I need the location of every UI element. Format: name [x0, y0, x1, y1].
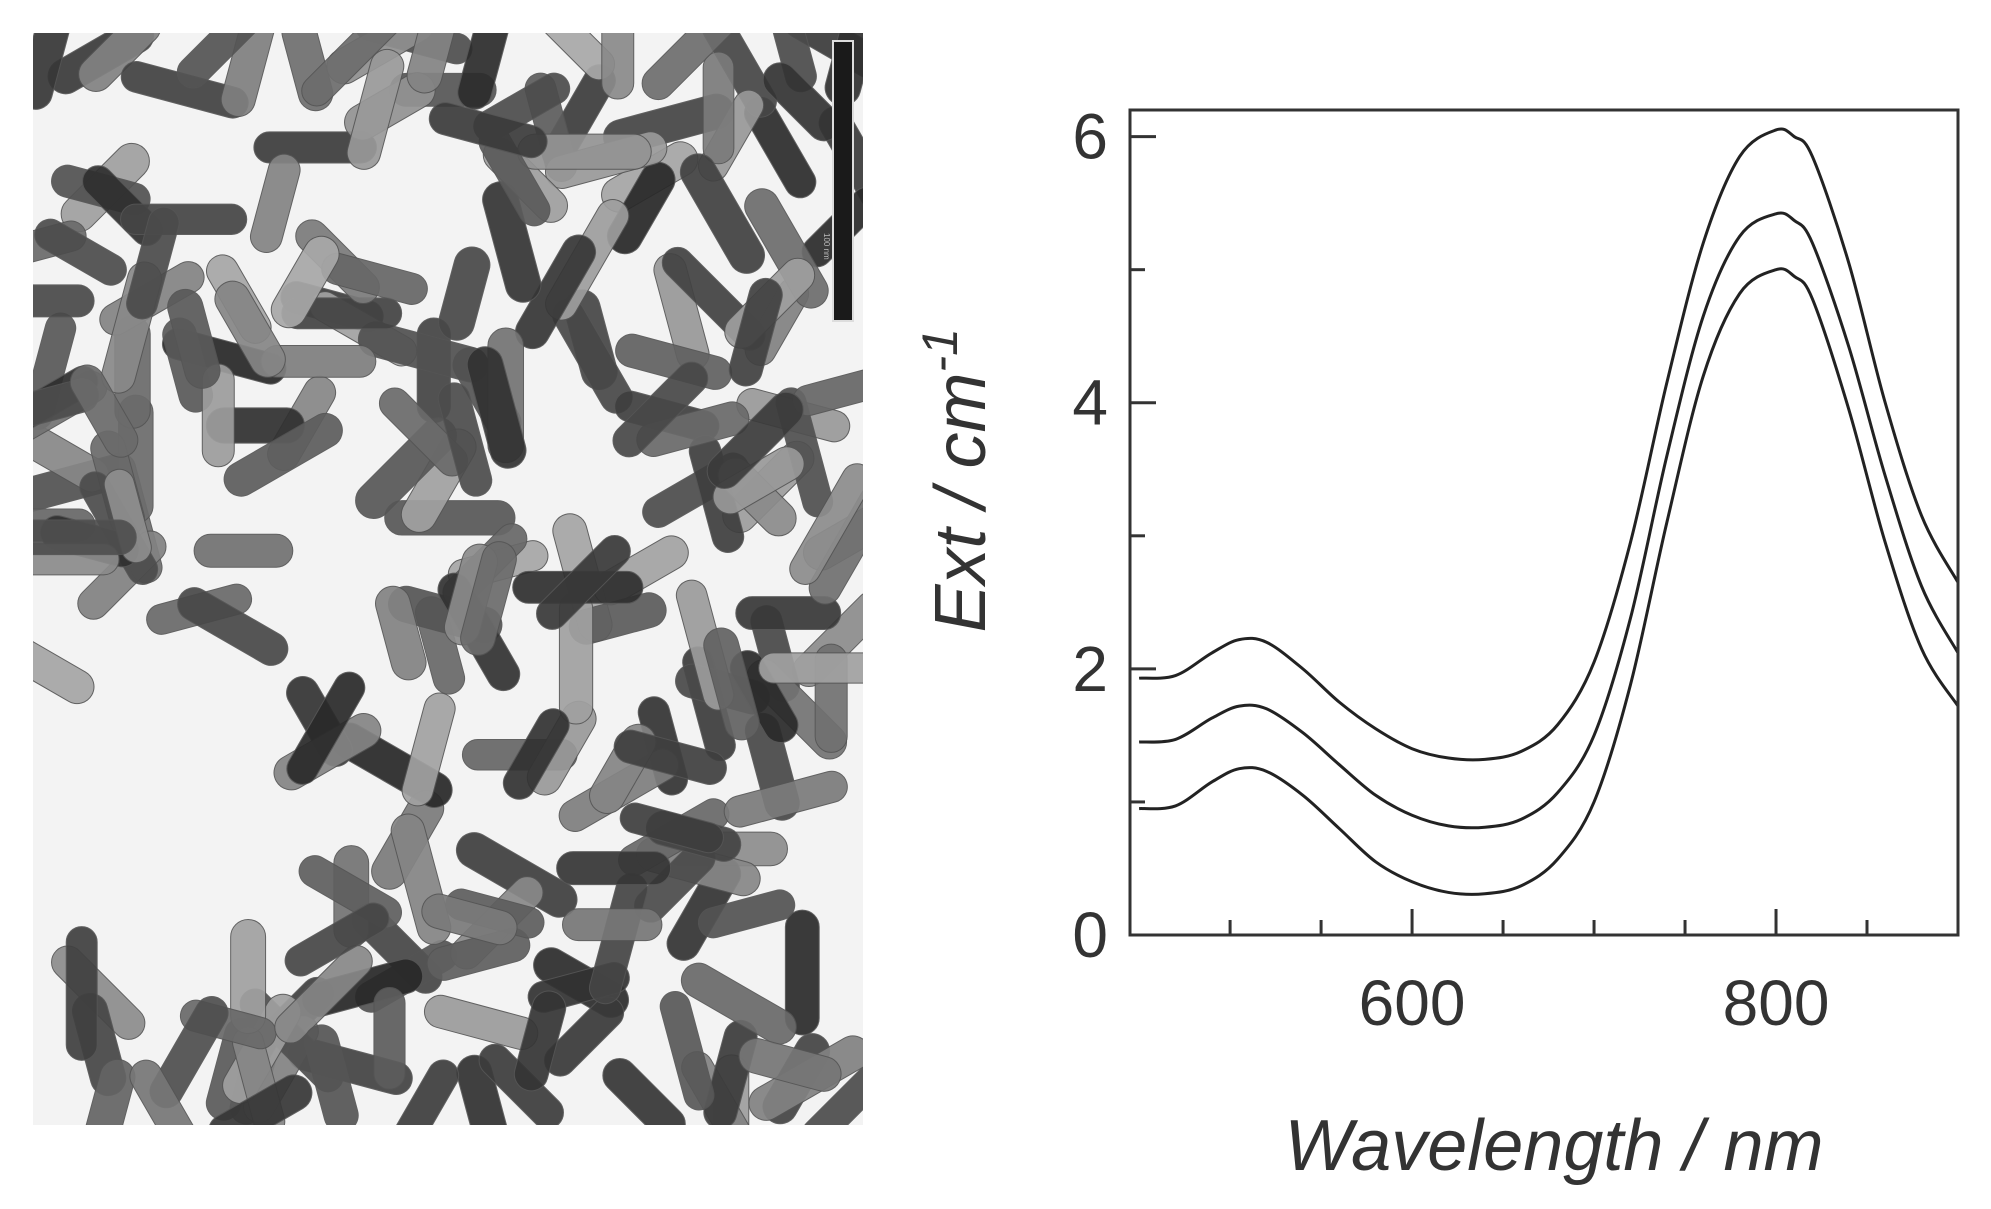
nanorod [33, 623, 95, 705]
nanorod [176, 33, 273, 89]
nanorod [33, 33, 72, 110]
nanorod [466, 346, 527, 469]
extinction-chart: 600 800 0 2 4 6 Wavelength / nm Ext / cm-1 [900, 0, 1991, 1209]
y-axis-title: Ext / cm-1 [912, 328, 1001, 632]
nanorod [375, 585, 427, 681]
nanorod [619, 802, 724, 854]
y-axis-title-group: Ext / cm-1 [912, 328, 1001, 632]
chart-svg: 600 800 0 2 4 6 Wavelength / nm Ext / cm-1 [912, 101, 1960, 1186]
nanorod [702, 51, 735, 165]
nanorod [789, 463, 863, 585]
x-axis-title: Wavelength / nm [1285, 1106, 1824, 1186]
y-tick-label: 0 [1072, 899, 1108, 971]
nanorod [680, 962, 797, 1045]
nanorod [421, 893, 518, 946]
nanorod [34, 218, 127, 286]
nanorod [126, 206, 180, 320]
nanorod [65, 926, 98, 1061]
nanorod [482, 181, 542, 303]
nanorod [679, 153, 766, 274]
y-tick-label: 4 [1072, 367, 1108, 439]
nanorod [612, 361, 709, 458]
nanorod [706, 391, 804, 490]
nanorod [613, 729, 727, 785]
nanorod [784, 909, 820, 1036]
nanorod [561, 908, 663, 942]
tick-labels: 600 800 0 2 4 6 [1072, 101, 1829, 1039]
scale-bar-label: 100 nm [822, 233, 831, 260]
x-tick-label: 800 [1723, 967, 1830, 1039]
nanorod [428, 102, 548, 159]
axis-ticks [1130, 135, 1869, 937]
nanorod [214, 280, 286, 378]
nanorod [33, 519, 137, 556]
nanorod [69, 364, 139, 458]
nanorod [301, 33, 407, 107]
nanorod [513, 990, 567, 1092]
nanorod [602, 1058, 686, 1125]
nanorod [207, 1074, 313, 1125]
nanorod [406, 33, 460, 94]
nanorod [129, 1059, 204, 1125]
nanorod [177, 587, 289, 666]
nanorod [284, 902, 390, 977]
nanorod [401, 692, 456, 807]
nanorod [556, 851, 672, 886]
nanorod [536, 534, 631, 630]
nanorod [193, 533, 294, 568]
nanorod [502, 708, 570, 800]
nanorod [641, 33, 742, 101]
nanorod [438, 246, 491, 341]
nanorod [249, 153, 301, 253]
nanorod [456, 1054, 515, 1125]
nanorod [728, 277, 783, 387]
nanorod [167, 288, 221, 389]
nanorod [460, 541, 517, 656]
nanorod [79, 1058, 136, 1125]
nanorod [723, 770, 848, 828]
nanorod [703, 627, 760, 741]
plot-frame [1128, 108, 1960, 937]
nanorod [33, 284, 95, 318]
y-tick-label: 6 [1072, 101, 1108, 173]
series-line-1 [1138, 127, 1960, 762]
nanorod [697, 889, 796, 939]
y-axis-title-main: Ext / cm [921, 372, 1001, 632]
nanorod [659, 990, 715, 1111]
nanorod [223, 412, 343, 497]
nanorod [437, 382, 493, 497]
x-tick-label: 600 [1359, 967, 1466, 1039]
nanorod [120, 203, 248, 235]
nanorod [758, 652, 863, 684]
nanorod [303, 1024, 359, 1125]
nanorod [735, 596, 842, 631]
nanorod [373, 986, 406, 1090]
nanorod [457, 33, 510, 110]
y-axis-title-superscript: -1 [912, 328, 968, 372]
nanorod [601, 33, 635, 100]
series-line-2 [1138, 211, 1960, 830]
nanorod-image [33, 33, 863, 1125]
nanorod [286, 671, 366, 785]
nanorod [346, 48, 405, 170]
tem-micrograph: 100 nm [33, 33, 863, 1125]
nanorod [381, 1059, 460, 1125]
nanorod [270, 235, 340, 329]
nanorod [606, 161, 676, 255]
nanorod [738, 1038, 842, 1092]
scale-bar [832, 40, 854, 322]
nanorod [274, 945, 373, 1044]
plot-lines [1138, 127, 1960, 896]
series-line-3 [1138, 267, 1960, 896]
y-tick-label: 2 [1072, 633, 1108, 705]
nanorod [801, 1064, 863, 1125]
